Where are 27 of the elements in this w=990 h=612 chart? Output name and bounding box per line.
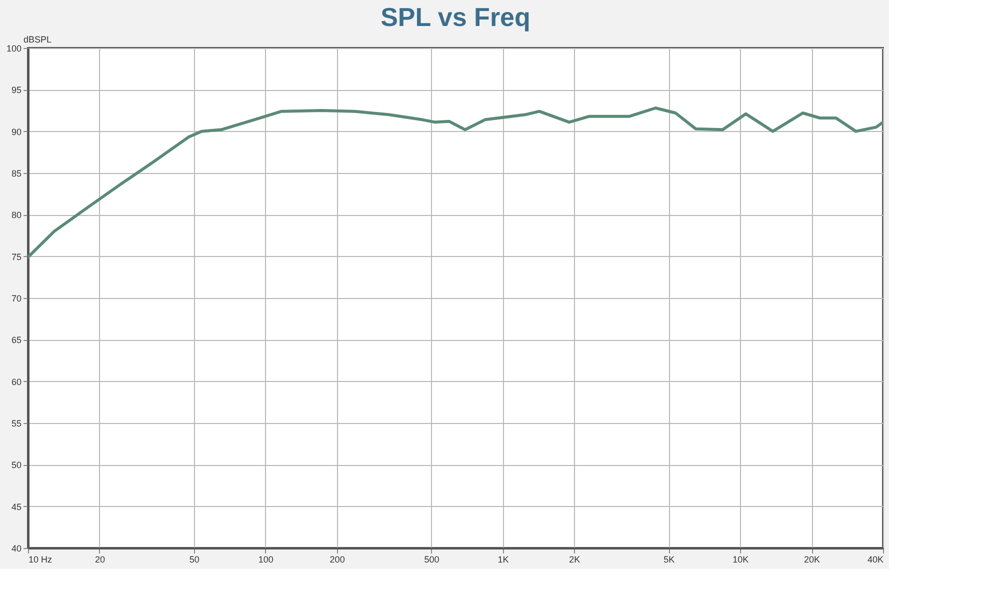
y-tick-label: 50 — [11, 460, 22, 470]
x-tick-label: 20K — [804, 554, 820, 564]
y-tick-label: 100 — [6, 44, 22, 54]
x-tick-label: 10 Hz — [28, 554, 53, 564]
x-tick-label: 40K — [867, 554, 884, 564]
x-tick-label: 1K — [498, 554, 509, 564]
y-tick-label: 95 — [11, 85, 22, 96]
x-tick-label: 20 — [94, 554, 105, 564]
y-tick-label: 45 — [11, 502, 22, 512]
x-tick-label: 200 — [330, 554, 345, 564]
x-tick-label: 5K — [664, 554, 675, 564]
x-tick-label: 100 — [258, 554, 274, 564]
y-tick-label: 40 — [11, 544, 22, 554]
y-axis-title: dBSPL — [24, 34, 52, 44]
x-tick-label: 2K — [569, 554, 580, 564]
y-tick-label: 60 — [11, 376, 22, 387]
y-tick-label: 75 — [11, 252, 22, 262]
y-tick-label: 55 — [11, 418, 22, 428]
y-tick-label: 80 — [11, 210, 22, 220]
chart-title: SPL vs Freq — [380, 2, 530, 32]
x-tick-label: 10K — [732, 554, 749, 564]
y-tick-label: 85 — [11, 168, 22, 178]
y-tick-label: 90 — [11, 126, 22, 137]
y-tick-label: 65 — [11, 335, 22, 346]
x-tick-label: 50 — [189, 554, 200, 564]
x-tick-label: 500 — [424, 554, 440, 564]
y-tick-label: 70 — [11, 294, 22, 304]
